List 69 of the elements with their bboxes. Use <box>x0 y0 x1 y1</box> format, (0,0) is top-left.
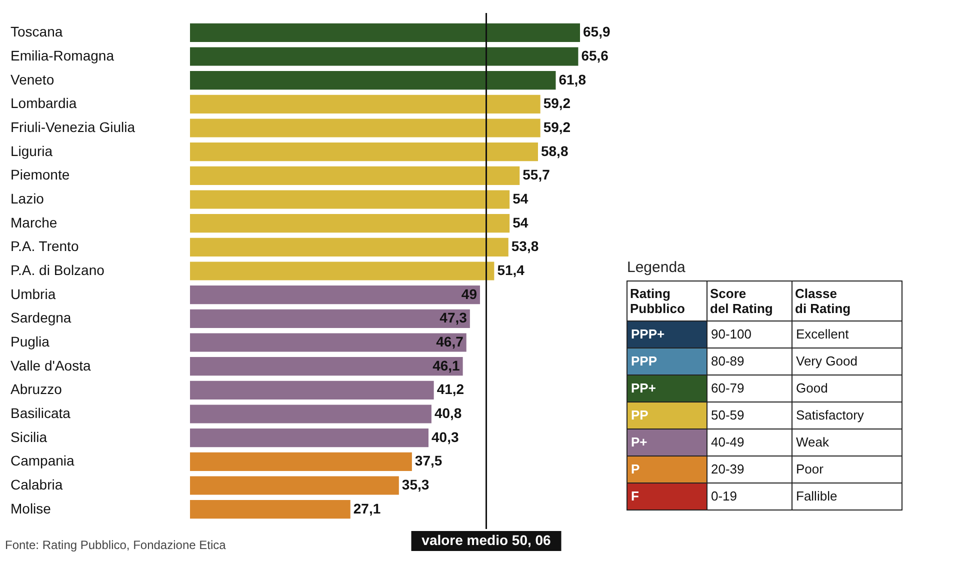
y-tick-label: P.A. Trento <box>10 238 79 254</box>
y-tick-label: Abruzzo <box>10 381 62 398</box>
ref-line-label: valore medio 50, 06 <box>422 532 552 548</box>
data-label: 47,3 <box>440 310 468 326</box>
data-label: 51,4 <box>497 262 525 278</box>
text: 60-79 <box>711 380 744 396</box>
y-tick-label: Liguria <box>10 142 53 159</box>
text: Satisfactory <box>796 408 864 422</box>
text: Excellent <box>796 326 850 342</box>
data-label: 55,7 <box>522 166 550 183</box>
y-tick-label: Toscana <box>10 24 63 40</box>
text: Good <box>796 380 828 396</box>
text: Very Good <box>796 354 858 368</box>
data-label: 58,8 <box>540 142 568 159</box>
text: 80-89 <box>711 354 744 368</box>
y-tick-label: Umbria <box>10 286 56 302</box>
data-label: 59,2 <box>543 119 571 136</box>
text: 50-59 <box>711 408 744 422</box>
y-tick-label: Lazio <box>10 190 44 207</box>
category-label: P+ <box>631 434 648 450</box>
category-label: PP+ <box>631 380 656 396</box>
category-label: PP <box>631 408 649 422</box>
y-tick-label: Marche <box>10 214 58 230</box>
data-label: 49 <box>461 286 478 302</box>
y-tick-label: P.A. di Bolzano <box>10 262 105 278</box>
y-tick-label: Campania <box>10 452 75 469</box>
source-note: Fonte: Rating Pubblico, Fondazione Etica <box>5 538 226 552</box>
data-label: 53,8 <box>511 238 539 254</box>
data-label: 41,2 <box>436 381 464 398</box>
y-tick-label: Calabria <box>10 476 63 492</box>
text: Score del Rating <box>710 286 773 316</box>
y-tick-label: Valle d'Aosta <box>10 357 91 374</box>
text: 90-100 <box>711 326 752 342</box>
text: 40-49 <box>711 434 744 450</box>
text: 0-19 <box>711 488 738 504</box>
text: Classe di Rating <box>795 286 851 316</box>
y-tick-label: Friuli-Venezia Giulia <box>10 119 136 136</box>
text: Legenda <box>627 259 686 276</box>
data-label: 27,1 <box>353 500 381 516</box>
y-tick-label: Basilicata <box>10 404 71 421</box>
data-label: 54 <box>512 190 528 207</box>
y-tick-label: Sardegna <box>10 310 72 326</box>
category-label: F <box>631 488 639 504</box>
data-label: 65,9 <box>583 24 610 40</box>
data-label: 46,7 <box>436 333 464 350</box>
data-label: 35,3 <box>402 476 430 492</box>
category-label: PPP <box>631 354 658 368</box>
category-label: PPP+ <box>631 326 666 342</box>
data-label: 46,1 <box>432 357 460 374</box>
text: Poor <box>796 462 824 476</box>
y-tick-label: Veneto <box>10 71 54 88</box>
data-label: 54 <box>512 214 528 230</box>
y-tick-label: Emilia-Romagna <box>10 48 114 64</box>
data-label: 40,8 <box>434 404 462 421</box>
data-label: 65,6 <box>581 48 609 64</box>
text: Rating Pubblico <box>630 286 685 316</box>
y-tick-label: Piemonte <box>10 166 70 183</box>
y-tick-label: Molise <box>10 500 52 516</box>
text: Weak <box>796 434 830 450</box>
y-tick-label: Puglia <box>10 333 50 350</box>
category-label: P <box>631 462 640 476</box>
y-tick-label: Lombardia <box>10 95 77 112</box>
data-label: 59,2 <box>543 95 571 112</box>
data-label: 40,3 <box>432 428 459 445</box>
data-label: 61,8 <box>558 71 586 88</box>
text: Fallible <box>796 488 838 504</box>
y-tick-label: Sicilia <box>10 428 48 445</box>
text: 20-39 <box>711 462 744 476</box>
data-label: 37,5 <box>414 452 442 469</box>
